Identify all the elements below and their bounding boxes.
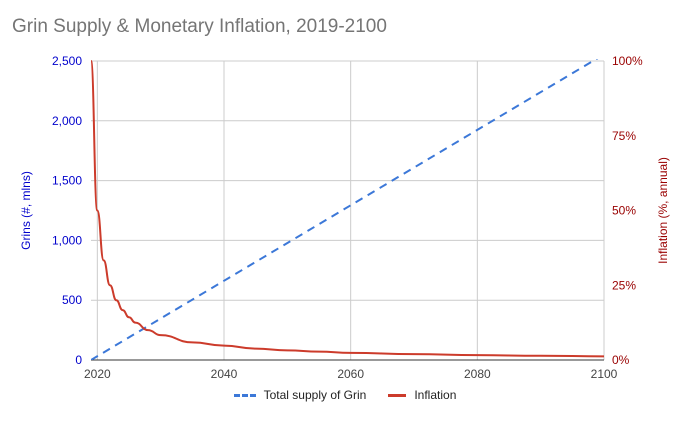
y-right-tick-label: 25% xyxy=(612,278,636,292)
legend-label-supply: Total supply of Grin xyxy=(263,388,367,402)
chart-legend: Total supply of Grin Inflation xyxy=(0,388,690,402)
legend-swatch-supply xyxy=(233,393,256,397)
legend-item-supply: Total supply of Grin xyxy=(233,388,367,402)
x-tick-label: 2060 xyxy=(337,367,364,381)
legend-swatch-inflation xyxy=(388,393,407,397)
x-tick-label: 2020 xyxy=(84,367,111,381)
legend-label-inflation: Inflation xyxy=(414,388,457,402)
series-line-inflation xyxy=(91,60,605,358)
y-left-tick-label: 0 xyxy=(75,353,82,367)
x-tick-label: 2080 xyxy=(464,367,491,381)
legend-item-inflation: Inflation xyxy=(388,388,456,402)
y-left-tick-label: 1,500 xyxy=(52,174,82,188)
y-right-tick-label: 50% xyxy=(612,204,636,218)
chart-title: Grin Supply & Monetary Inflation, 2019-2… xyxy=(12,16,387,37)
y-right-tick-label: 100% xyxy=(612,54,643,68)
y-right-tick-label: 0% xyxy=(612,353,630,367)
y-left-tick-label: 500 xyxy=(62,293,82,307)
y-left-tick-label: 2,000 xyxy=(52,114,82,128)
y-left-axis-label: Grins (#, mlns) xyxy=(19,171,33,250)
x-tick-label: 2100 xyxy=(591,367,618,381)
y-right-tick-label: 75% xyxy=(612,129,636,143)
y-left-tick-label: 1,000 xyxy=(52,233,82,247)
series-line-supply xyxy=(91,59,599,360)
y-left-tick-label: 2,500 xyxy=(52,54,82,68)
y-right-axis-label: Inflation (%, annual) xyxy=(656,157,670,264)
x-tick-label: 2040 xyxy=(211,367,238,381)
